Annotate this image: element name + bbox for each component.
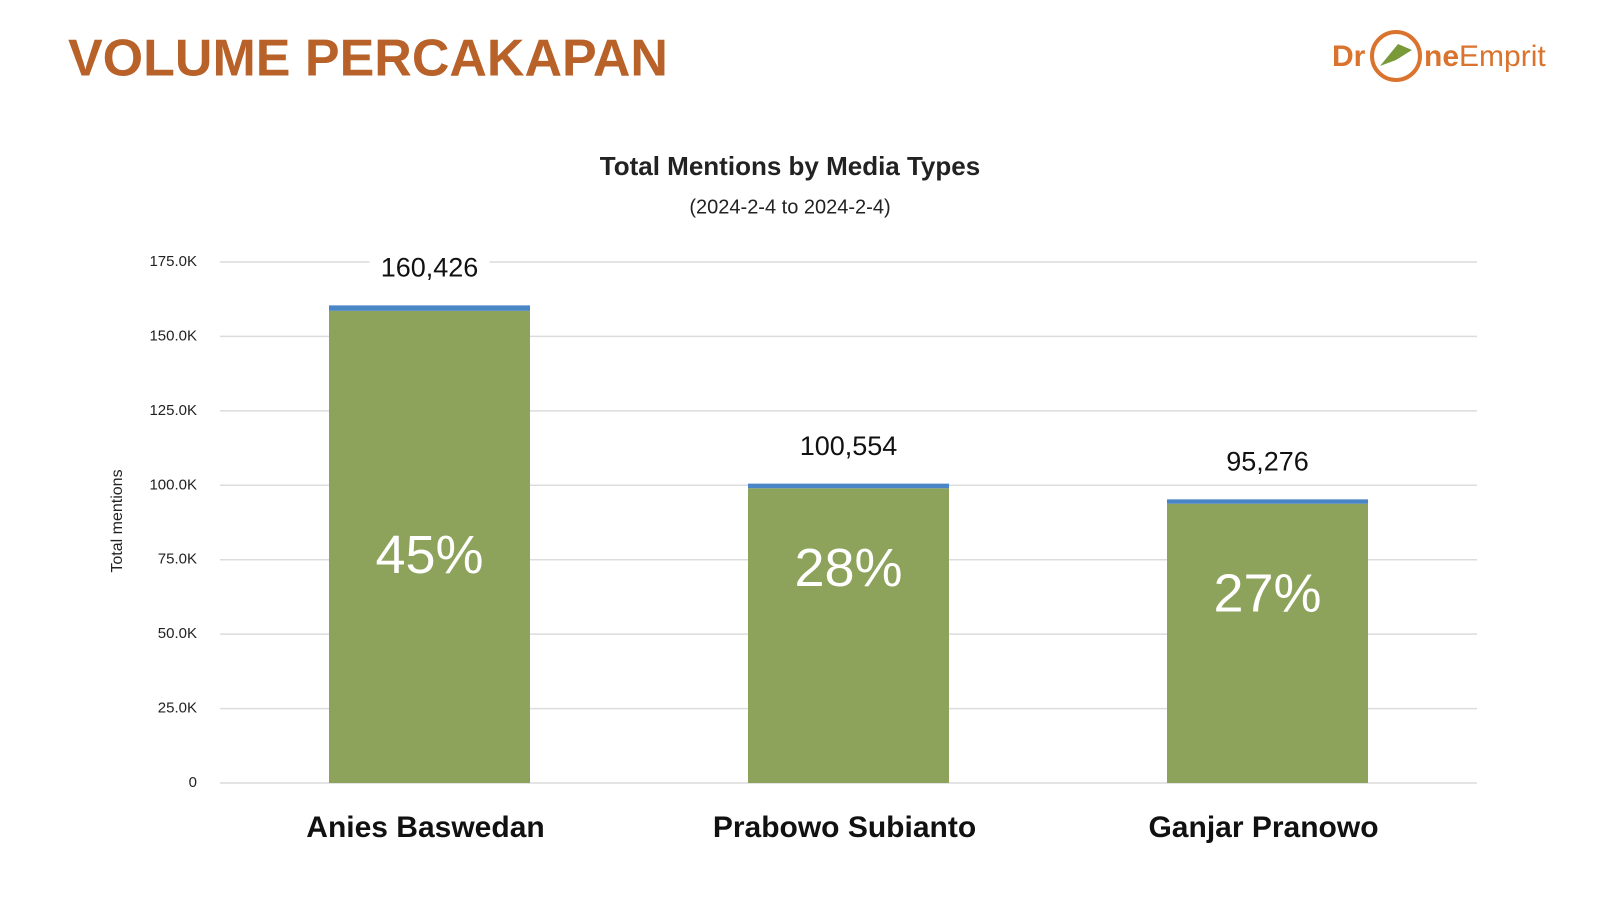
- logo-bold: ne: [1424, 40, 1459, 73]
- y-tick-label: 0: [189, 774, 197, 791]
- y-tick-label: 125.0K: [149, 402, 197, 419]
- x-tick-label: Ganjar Pranowo: [1148, 811, 1378, 844]
- share-label: 27%: [1213, 564, 1321, 624]
- bar-segment: [748, 483, 949, 489]
- y-tick-label: 50.0K: [158, 625, 197, 642]
- slide-title: VOLUME PERCAKAPAN: [68, 30, 668, 88]
- x-tick-label: Prabowo Subianto: [713, 811, 976, 844]
- bar-segment: [1167, 503, 1368, 783]
- bar-segment: [329, 305, 530, 311]
- logo: Dr neEmprit: [1332, 30, 1546, 82]
- chart-subtitle: (2024-2-4 to 2024-2-4): [689, 196, 890, 218]
- share-label: 28%: [794, 538, 902, 598]
- total-label-bg: [369, 251, 490, 288]
- y-axis-label: Total mentions: [109, 469, 126, 572]
- y-tick-label: 100.0K: [149, 476, 197, 493]
- logo-rest: Emprit: [1459, 40, 1546, 73]
- y-tick-label: 25.0K: [158, 700, 197, 717]
- bar-segment: [748, 488, 949, 783]
- total-label-bg: [788, 429, 909, 466]
- total-label: 160,426: [381, 253, 479, 283]
- logo-end: neEmprit: [1424, 40, 1546, 73]
- logo-start: Dr: [1332, 40, 1366, 73]
- total-label-bg: [1207, 445, 1328, 482]
- logo-bird: [1380, 44, 1412, 66]
- share-label: 45%: [375, 525, 483, 585]
- chart-title: Total Mentions by Media Types: [600, 151, 980, 181]
- y-tick-label: 75.0K: [158, 551, 197, 568]
- total-label: 95,276: [1226, 446, 1309, 476]
- y-tick-label: 150.0K: [149, 327, 197, 344]
- total-label: 100,554: [800, 431, 898, 461]
- logo-icon: [1370, 30, 1422, 82]
- bar-segment: [1167, 499, 1368, 504]
- y-tick-label: 175.0K: [149, 253, 197, 270]
- x-tick-label: Anies Baswedan: [306, 811, 544, 844]
- bar-segment: [329, 310, 530, 783]
